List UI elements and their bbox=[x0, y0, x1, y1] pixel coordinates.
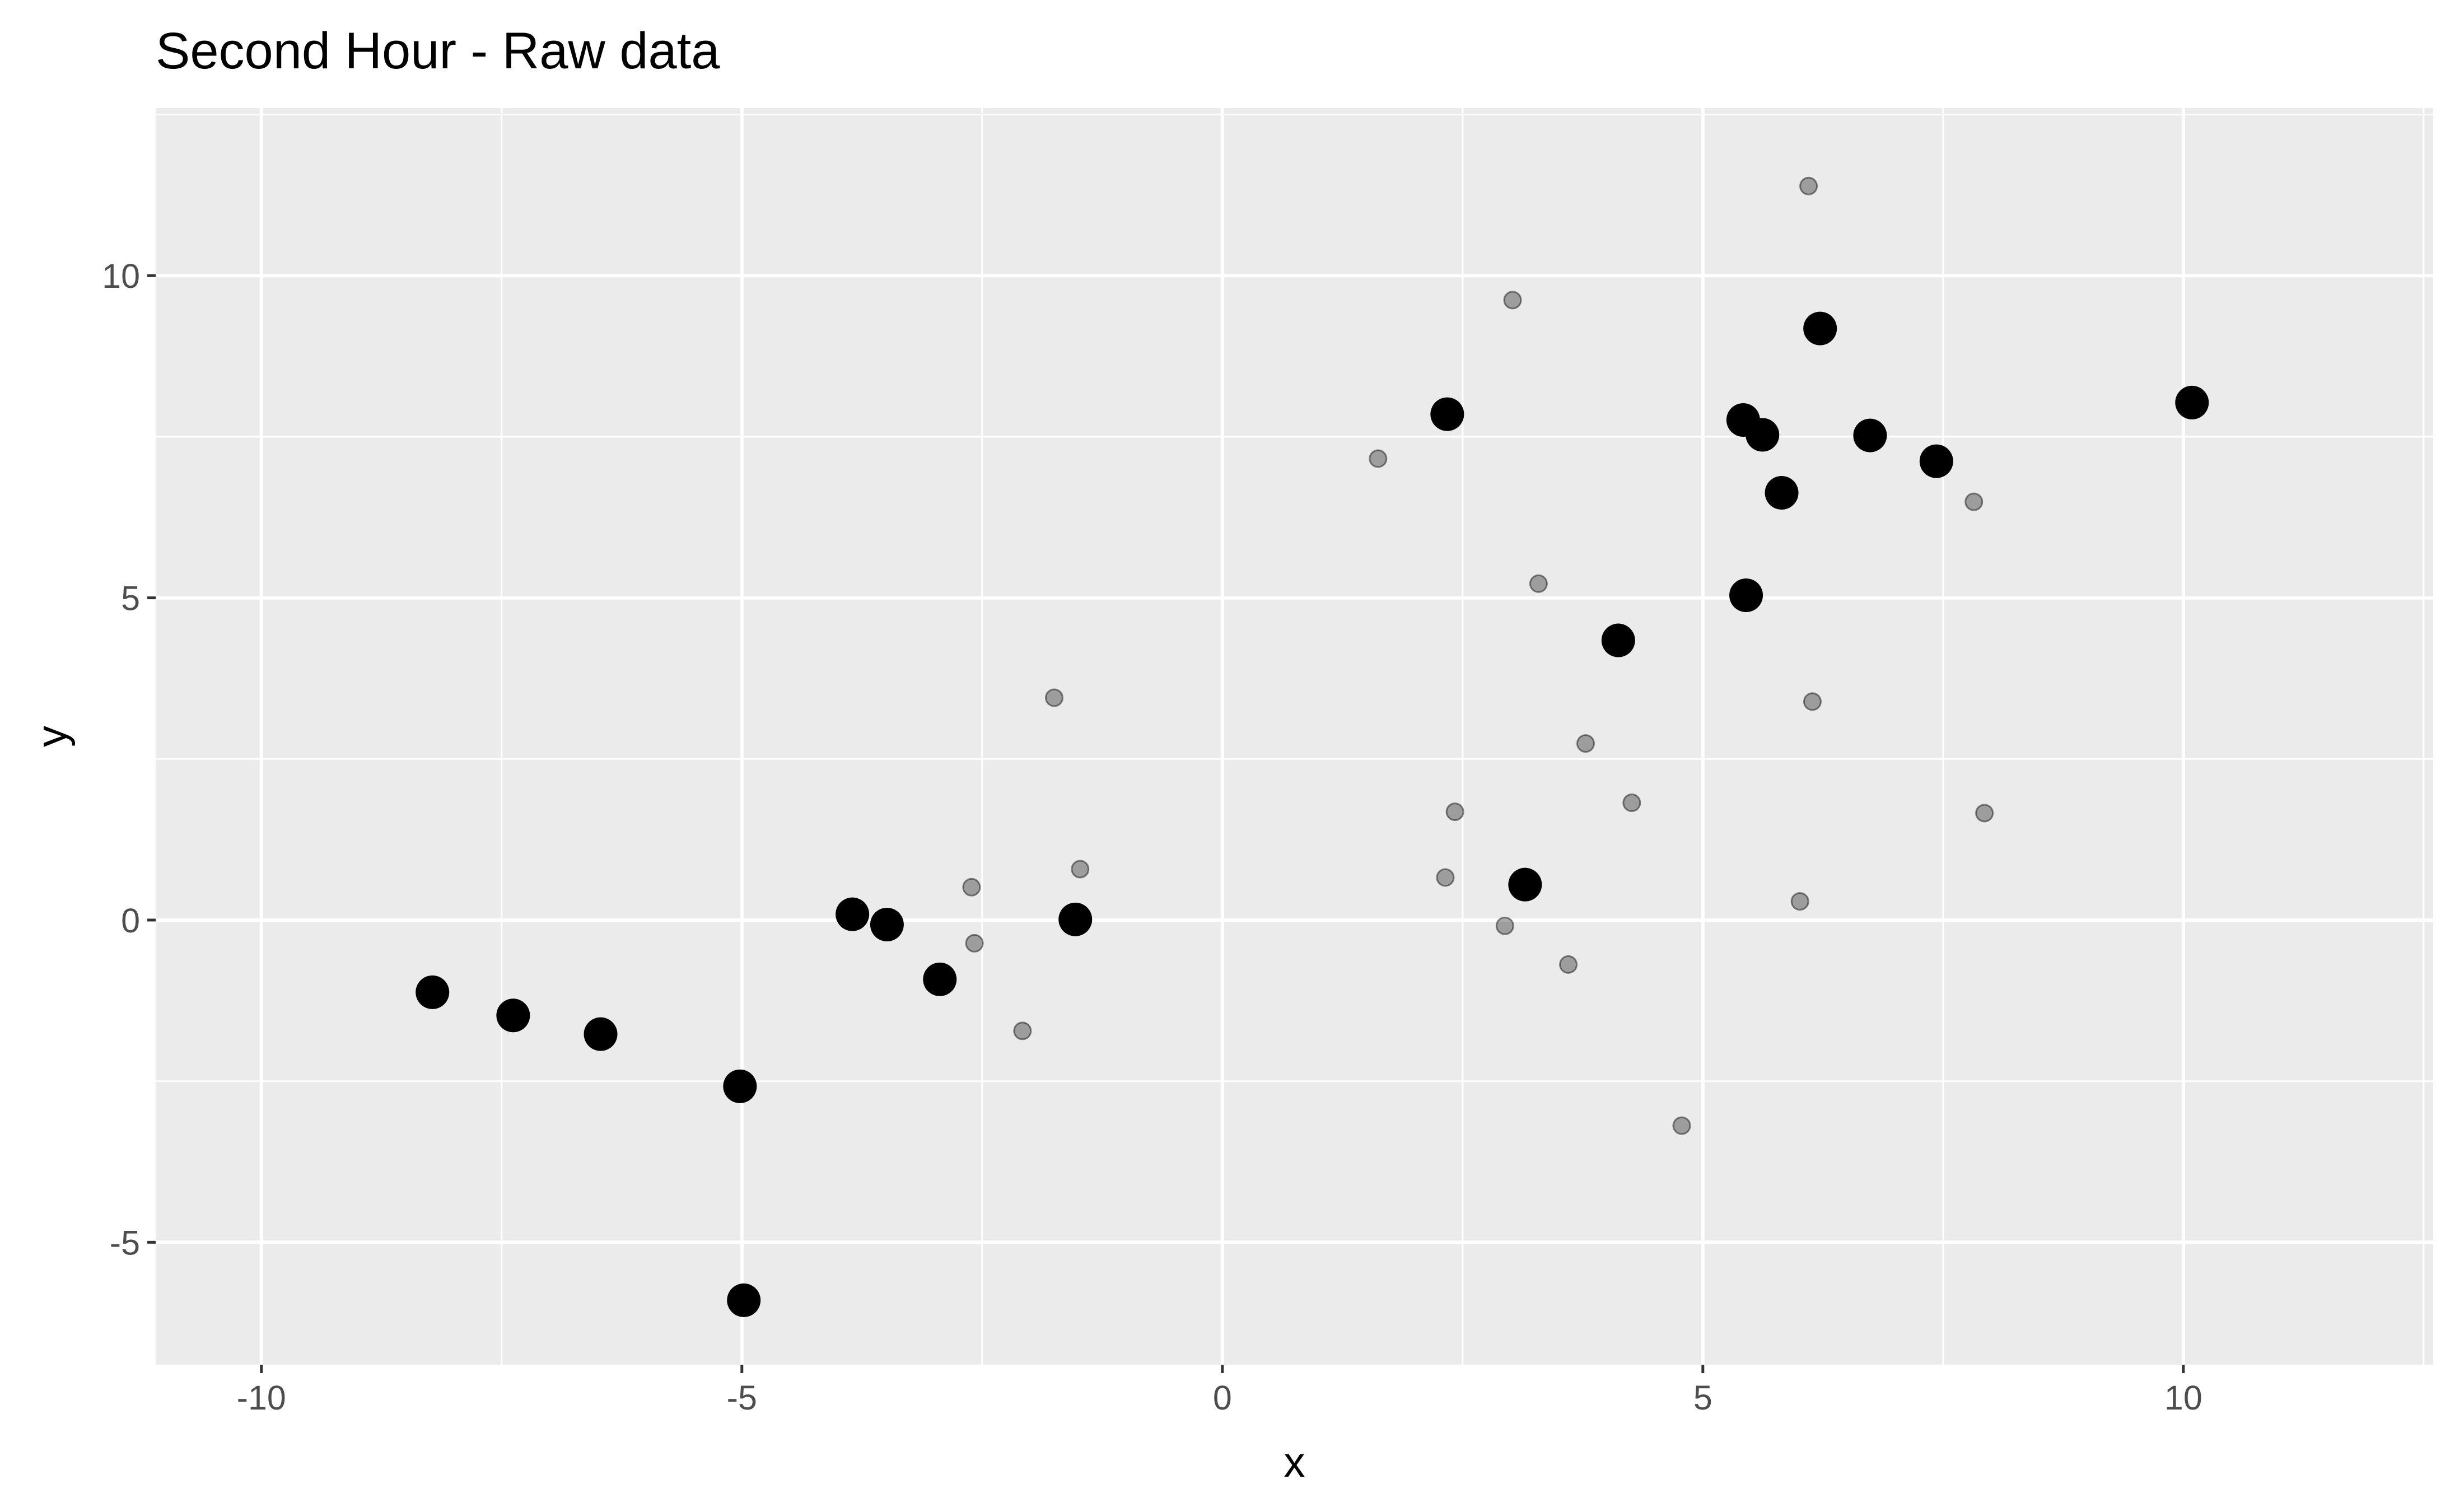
small-data-point bbox=[1529, 574, 1548, 593]
large-data-point bbox=[1746, 418, 1780, 452]
small-data-point bbox=[1369, 449, 1388, 468]
x-axis: -10 -5 0 5 10 bbox=[237, 1365, 2202, 1417]
small-data-point bbox=[1672, 1116, 1691, 1135]
small-data-point bbox=[1964, 492, 1984, 511]
small-data-point bbox=[1803, 692, 1822, 711]
x-tick-label: 0 bbox=[1213, 1379, 1232, 1417]
y-tick-label: 10 bbox=[102, 257, 140, 295]
small-data-point bbox=[1495, 916, 1514, 935]
small-data-point bbox=[1044, 688, 1063, 707]
small-data-point bbox=[1790, 892, 1809, 911]
x-tick-label: 5 bbox=[1693, 1379, 1712, 1417]
small-data-point bbox=[1622, 794, 1641, 813]
y-axis-title: y bbox=[28, 726, 76, 747]
small-data-point bbox=[1559, 955, 1578, 974]
small-data-point bbox=[1975, 804, 1994, 823]
x-tick-label: -10 bbox=[237, 1379, 286, 1417]
large-data-point bbox=[1803, 311, 1837, 346]
large-data-point bbox=[836, 897, 870, 931]
large-data-point bbox=[1853, 418, 1887, 452]
x-axis-title: x bbox=[1284, 1439, 1305, 1486]
y-tick-label: -5 bbox=[110, 1224, 140, 1262]
small-data-point bbox=[965, 934, 984, 953]
large-data-point bbox=[1919, 444, 1953, 478]
y-tick-label: 0 bbox=[121, 902, 140, 940]
large-points-layer bbox=[416, 311, 2209, 1317]
small-data-point bbox=[1576, 734, 1595, 753]
large-data-point bbox=[1508, 867, 1542, 902]
large-data-point bbox=[1729, 578, 1763, 612]
large-data-point bbox=[723, 1069, 757, 1103]
small-data-point bbox=[1013, 1021, 1032, 1040]
large-data-point bbox=[870, 908, 904, 942]
small-data-point bbox=[1799, 176, 1818, 195]
x-tick-label: -5 bbox=[727, 1379, 757, 1417]
small-data-point bbox=[962, 878, 981, 897]
major-gridlines bbox=[156, 108, 2433, 1365]
y-tick-label: 5 bbox=[121, 580, 140, 618]
minor-gridlines bbox=[156, 108, 2433, 1365]
small-points-layer bbox=[962, 176, 1994, 1135]
chart-title: Second Hour - Raw data bbox=[156, 22, 720, 80]
small-data-point bbox=[1503, 291, 1522, 310]
large-data-point bbox=[727, 1283, 761, 1317]
x-tick-label: 10 bbox=[2164, 1379, 2202, 1417]
large-data-point bbox=[1765, 476, 1799, 510]
large-data-point bbox=[1601, 623, 1635, 657]
large-data-point bbox=[584, 1017, 618, 1051]
large-data-point bbox=[923, 962, 957, 996]
large-data-point bbox=[416, 975, 450, 1009]
small-data-point bbox=[1071, 860, 1090, 879]
large-data-point bbox=[1430, 397, 1464, 431]
y-axis: -5 0 5 10 bbox=[102, 257, 156, 1262]
plot-panel bbox=[156, 108, 2433, 1365]
large-data-point bbox=[2175, 385, 2209, 419]
small-data-point bbox=[1445, 802, 1464, 822]
large-data-point bbox=[1058, 902, 1093, 936]
small-data-point bbox=[1436, 868, 1455, 887]
large-data-point bbox=[496, 998, 530, 1033]
